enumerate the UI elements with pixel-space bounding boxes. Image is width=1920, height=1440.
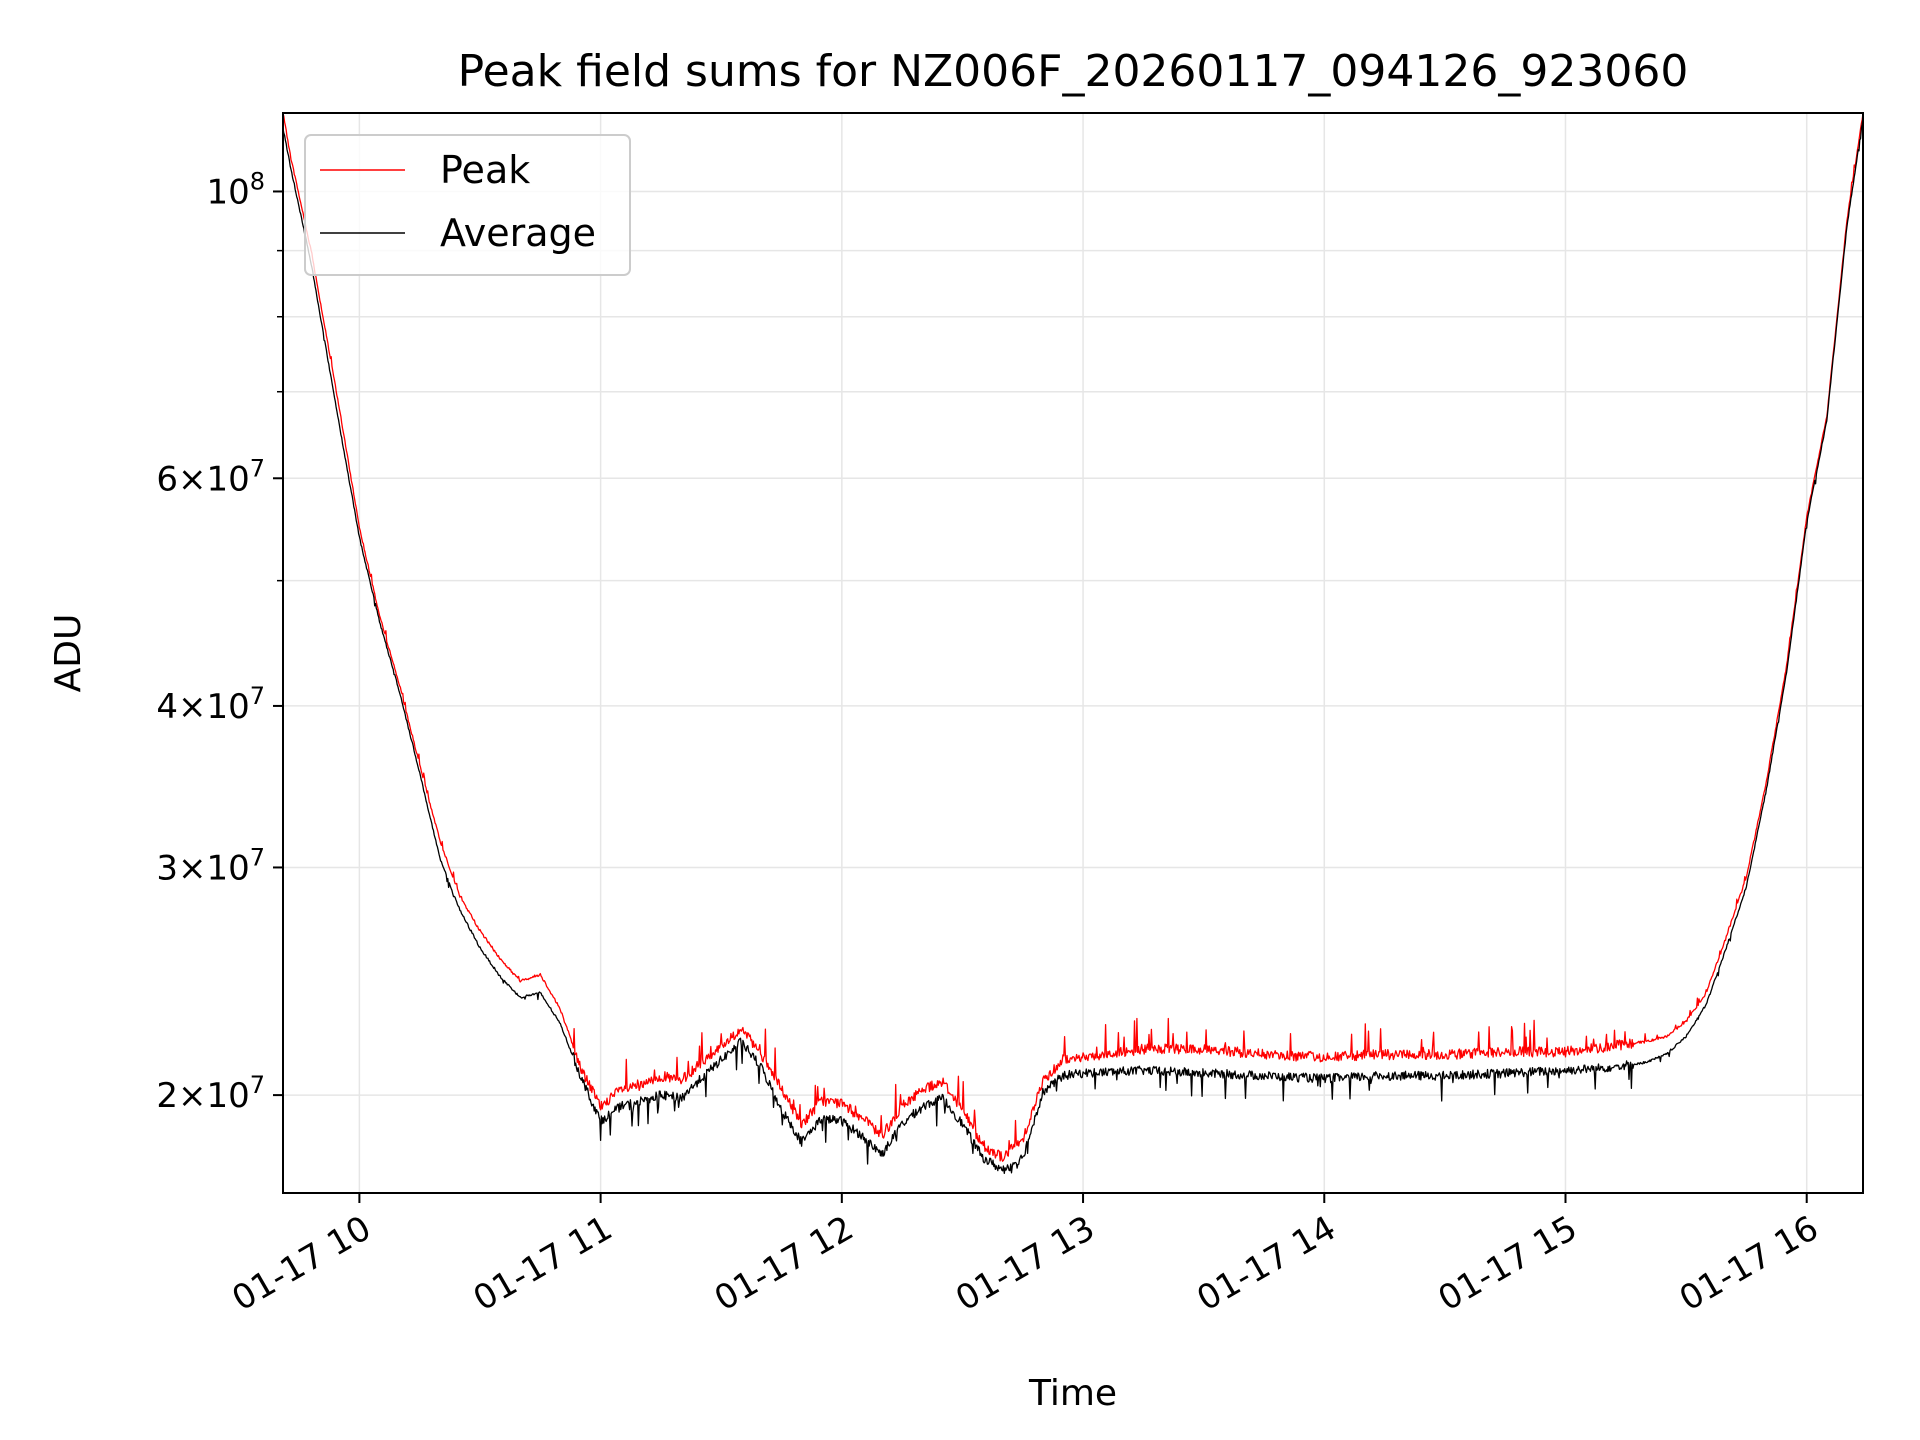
y-tick-label: 3×107: [156, 843, 265, 888]
y-tick-label: 4×107: [156, 682, 265, 727]
y-tick-label: 6×107: [156, 454, 265, 499]
series-line-peak: [283, 113, 1863, 1162]
series-line-average: [283, 117, 1863, 1175]
chart-title: Peak field sums for NZ006F_20260117_0941…: [458, 46, 1689, 97]
y-axis-ticks: 2×107 3×107 4×107 6×107 108: [156, 167, 283, 1116]
legend-label-peak: Peak: [440, 148, 530, 192]
series-layer: [283, 113, 1863, 1175]
legend: Peak Average: [304, 134, 631, 276]
y-tick-label: 108: [206, 167, 265, 212]
y-tick-label: 2×107: [156, 1071, 265, 1116]
legend-label-average: Average: [440, 211, 596, 255]
plot-area-frame: [282, 112, 1864, 1194]
x-axis-label: Time: [1028, 1373, 1117, 1414]
y-axis-label: ADU: [48, 614, 89, 693]
